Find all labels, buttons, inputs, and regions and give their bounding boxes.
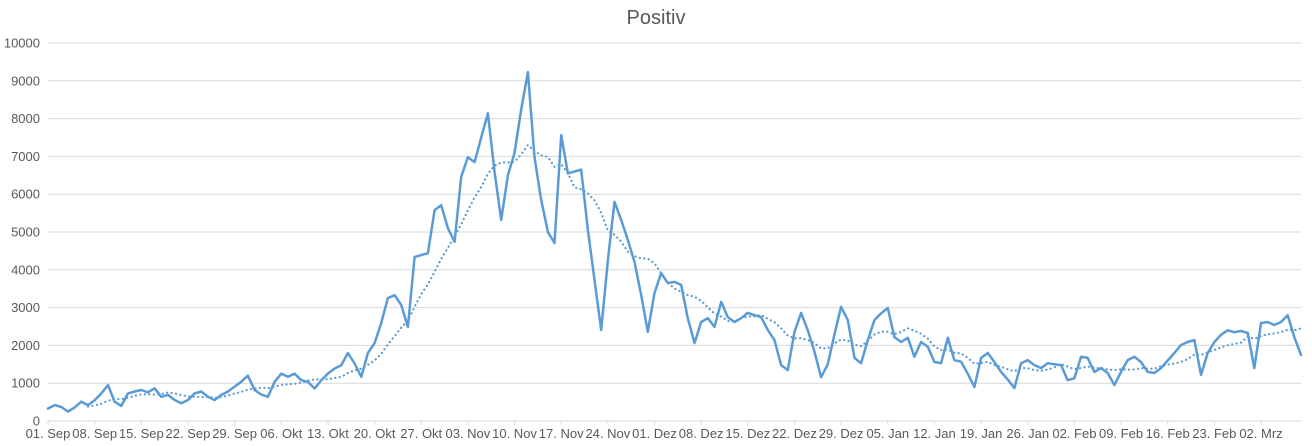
x-tick-label: 29. Dez xyxy=(819,426,864,441)
x-tick-label: 05. Jan xyxy=(866,426,909,441)
x-tick-label: 22. Sep xyxy=(166,426,211,441)
x-tick-label: 02. Mrz xyxy=(1239,426,1282,441)
y-tick-label: 2000 xyxy=(11,338,40,353)
x-tick-label: 12. Jan xyxy=(913,426,956,441)
x-tick-label: 01. Sep xyxy=(26,426,71,441)
x-tick-label: 08. Dez xyxy=(679,426,724,441)
x-axis xyxy=(47,420,1301,425)
x-tick-label: 13. Okt xyxy=(307,426,349,441)
y-tick-label: 1000 xyxy=(11,376,40,391)
x-tick-label: 16. Feb xyxy=(1146,426,1190,441)
x-tick-label: 27. Okt xyxy=(400,426,442,441)
y-tick-label: 0 xyxy=(33,414,40,429)
y-tick-label: 8000 xyxy=(11,111,40,126)
x-tick-label: 03. Nov xyxy=(445,426,490,441)
x-tick-label: 17. Nov xyxy=(539,426,584,441)
x-tick-label: 09. Feb xyxy=(1099,426,1143,441)
x-tick-label: 01. Dez xyxy=(632,426,677,441)
moving-average-trendline xyxy=(86,143,1303,408)
positiv-series-line xyxy=(46,70,1303,413)
y-tick-label: 9000 xyxy=(11,73,40,88)
x-tick-label: 15. Dez xyxy=(725,426,770,441)
x-tick-label: 19. Jan xyxy=(960,426,1003,441)
x-tick-label: 26. Jan xyxy=(1006,426,1049,441)
x-tick-label: 20. Okt xyxy=(354,426,396,441)
x-tick-label: 15. Sep xyxy=(119,426,164,441)
x-tick-label: 22. Dez xyxy=(772,426,817,441)
x-tick-label: 02. Feb xyxy=(1052,426,1096,441)
y-tick-label: 6000 xyxy=(11,187,40,202)
horizontal-gridlines xyxy=(48,42,1301,422)
x-tick-label: 08. Sep xyxy=(72,426,117,441)
y-tick-label: 3000 xyxy=(11,300,40,315)
x-tick-label: 10. Nov xyxy=(492,426,537,441)
y-tick-label: 7000 xyxy=(11,149,40,164)
y-tick-label: 4000 xyxy=(11,262,40,277)
y-tick-label: 5000 xyxy=(11,225,40,240)
x-tick-label: 06. Okt xyxy=(260,426,302,441)
chart-title: Positiv xyxy=(627,7,686,29)
y-tick-label: 10000 xyxy=(4,36,40,51)
y-axis-labels: 0 1000 2000 3000 4000 5000 6000 7000 8000 9000 100… xyxy=(4,36,40,429)
x-tick-label: 23. Feb xyxy=(1192,426,1236,441)
x-axis-labels: 01. Sep 08. Sep 15. Sep 22. Sep 29. Sep 06. O… xyxy=(26,426,1283,441)
x-tick-label: 29. Sep xyxy=(212,426,257,441)
x-tick-label: 24. Nov xyxy=(585,426,630,441)
